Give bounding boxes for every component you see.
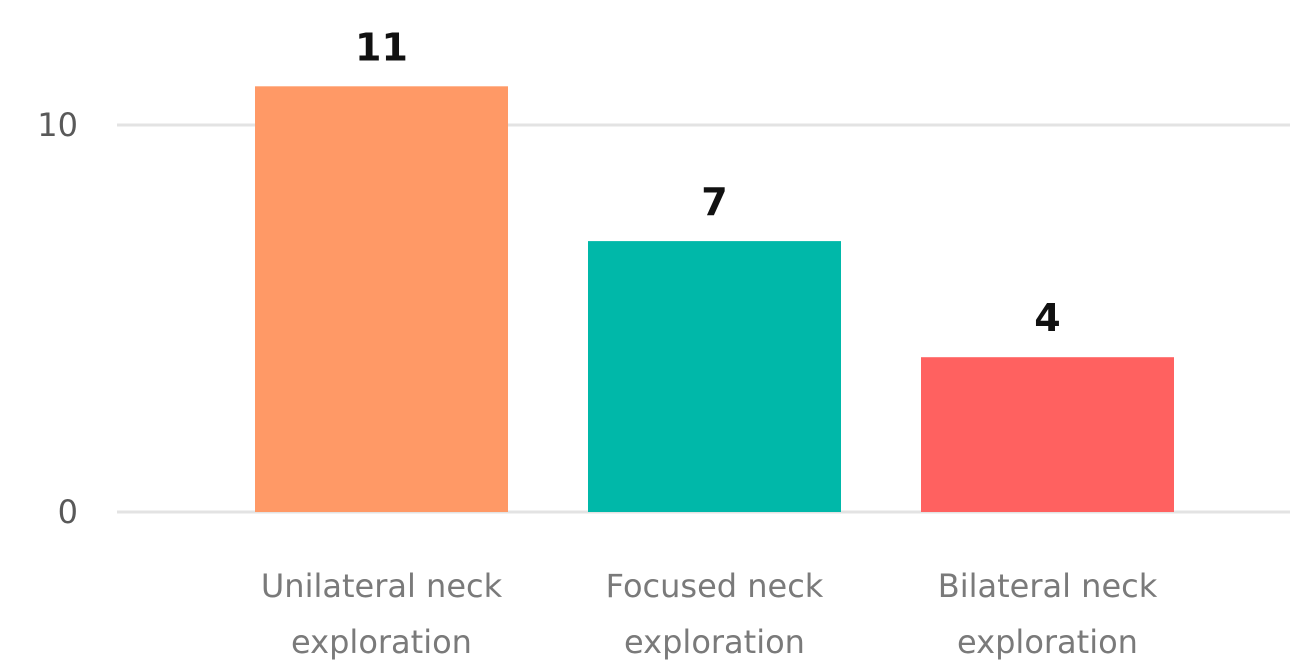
category-label-line: Bilateral neck bbox=[938, 567, 1158, 605]
category-label-line: exploration bbox=[624, 623, 805, 661]
x-axis-categories: Unilateral neck exploration Focused neck ex… bbox=[261, 567, 1158, 661]
category-label-line: exploration bbox=[957, 623, 1138, 661]
category-label-line: exploration bbox=[291, 623, 472, 661]
bar-2 bbox=[588, 241, 841, 512]
category-label-3: Bilateral neck exploration bbox=[938, 567, 1158, 661]
y-tick-label-0: 0 bbox=[58, 493, 78, 531]
y-axis-ticks: 0 10 bbox=[37, 106, 78, 531]
bar-1 bbox=[255, 86, 508, 513]
data-label-2: 7 bbox=[701, 180, 727, 224]
bar-3 bbox=[921, 357, 1174, 512]
category-label-1: Unilateral neck exploration bbox=[261, 567, 503, 661]
y-tick-label-10: 10 bbox=[37, 106, 78, 144]
category-label-line: Focused neck bbox=[606, 567, 824, 605]
data-labels: 11 7 4 bbox=[355, 25, 1061, 340]
category-label-2: Focused neck exploration bbox=[606, 567, 824, 661]
category-label-line: Unilateral neck bbox=[261, 567, 503, 605]
data-label-1: 11 bbox=[355, 25, 408, 69]
data-label-3: 4 bbox=[1034, 296, 1060, 340]
bars bbox=[255, 86, 1174, 513]
